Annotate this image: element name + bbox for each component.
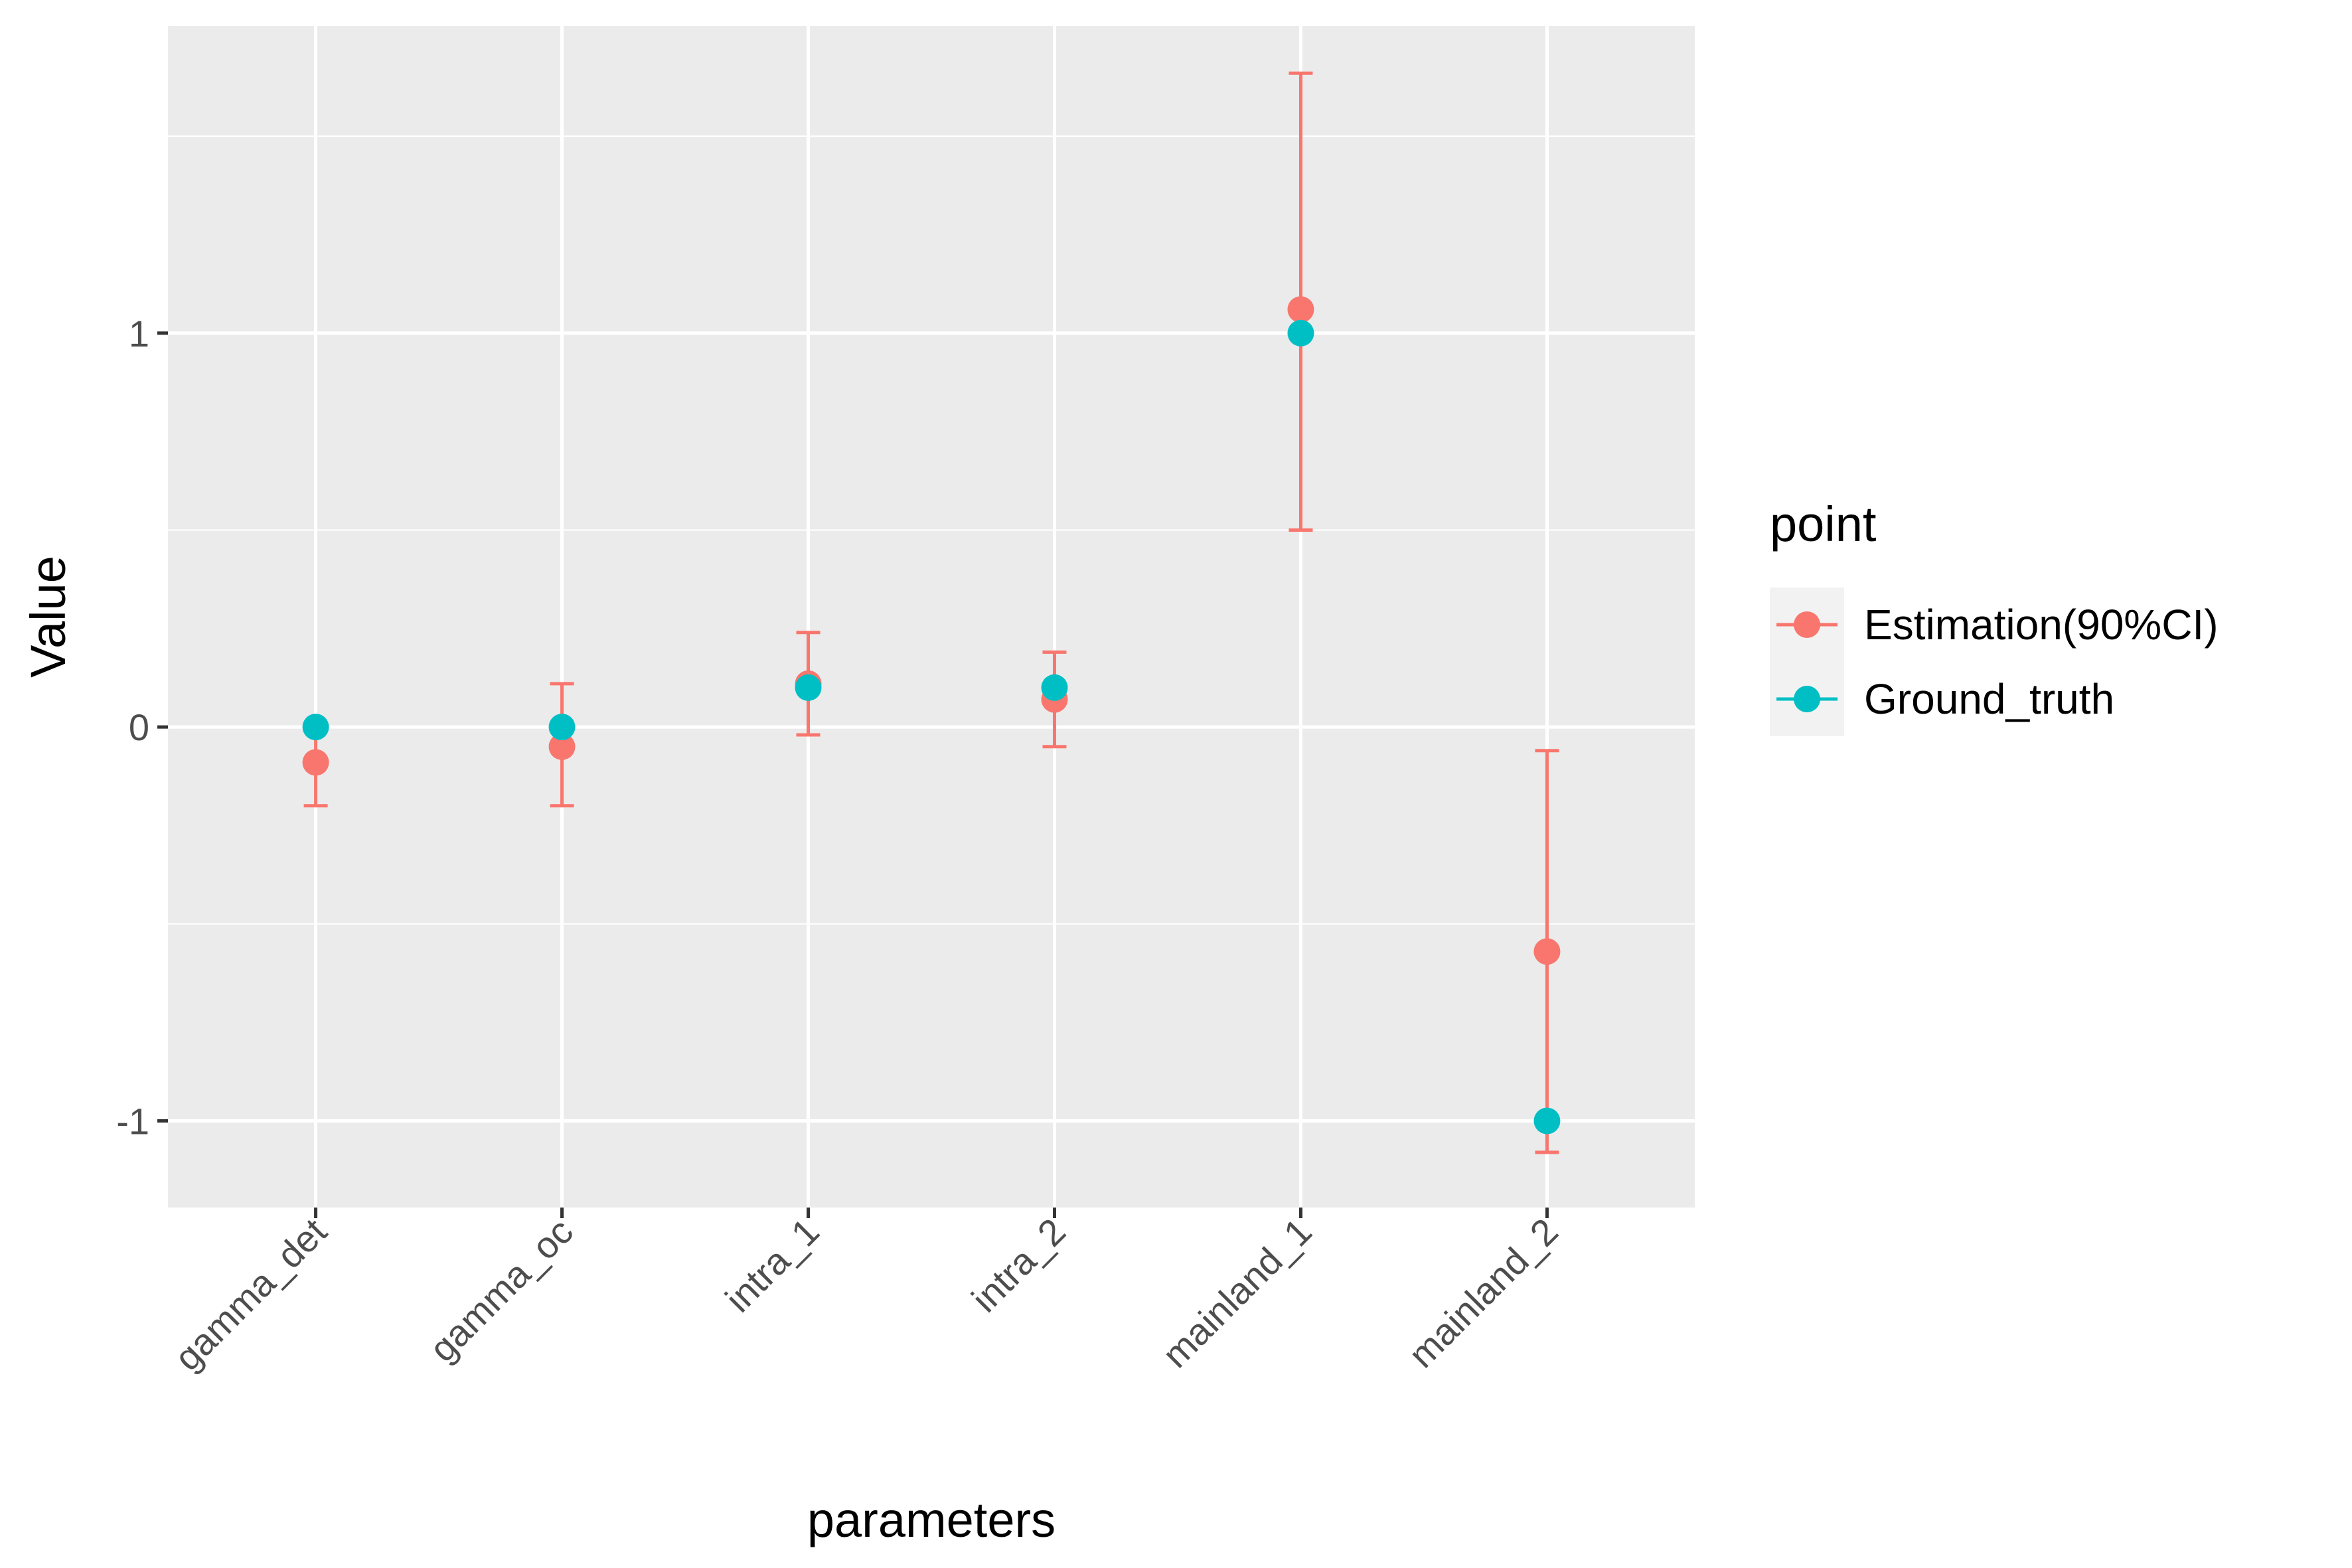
point-ground-truth <box>795 674 822 701</box>
point-ground-truth <box>1533 1107 1561 1135</box>
point-ground-truth <box>1287 319 1314 347</box>
point-estimation-overlay <box>795 670 822 697</box>
y-tick-label: -1 <box>116 1100 149 1142</box>
plot-panel <box>168 26 1695 1208</box>
data-points <box>302 296 1561 1135</box>
x-tick-label: gamma_oc <box>422 1210 581 1370</box>
point-estimation <box>548 733 576 760</box>
x-tick-label: intra_1 <box>717 1210 827 1320</box>
point-estimation <box>302 749 329 776</box>
x-tick-label: mainland_1 <box>1154 1210 1320 1375</box>
x-tick-label: gamma_det <box>166 1210 335 1379</box>
point-ground-truth <box>302 714 329 741</box>
point-ground-truth <box>548 714 576 741</box>
point-ground-truth <box>1041 674 1068 701</box>
legend-label: Ground_truth <box>1864 675 2114 723</box>
point-estimation <box>1287 296 1314 323</box>
x-tick-label: intra_2 <box>963 1210 1073 1320</box>
x-axis: gamma_det gamma_oc intra_1 intra_2 mainland_… <box>166 1208 1566 1379</box>
legend-key-point <box>1794 686 1820 712</box>
legend-title: point <box>1770 497 1877 552</box>
y-tick-label: 1 <box>129 313 149 354</box>
point-estimation <box>1533 938 1561 965</box>
legend-label: Estimation(90%CI) <box>1864 601 2219 649</box>
legend-keys: Estimation(90%CI) Ground_truth <box>1770 588 2219 736</box>
x-tick-label: mainland_2 <box>1401 1210 1566 1375</box>
legend: point Estimation(90%CI) Ground_truth <box>1770 497 2219 736</box>
x-axis-title: parameters <box>807 1492 1056 1547</box>
y-axis-title: Value <box>21 556 76 678</box>
legend-key-point <box>1794 611 1820 638</box>
y-axis: -1 0 1 <box>116 313 168 1142</box>
y-tick-label: 0 <box>129 706 149 748</box>
minor-gridlines <box>168 135 1695 925</box>
